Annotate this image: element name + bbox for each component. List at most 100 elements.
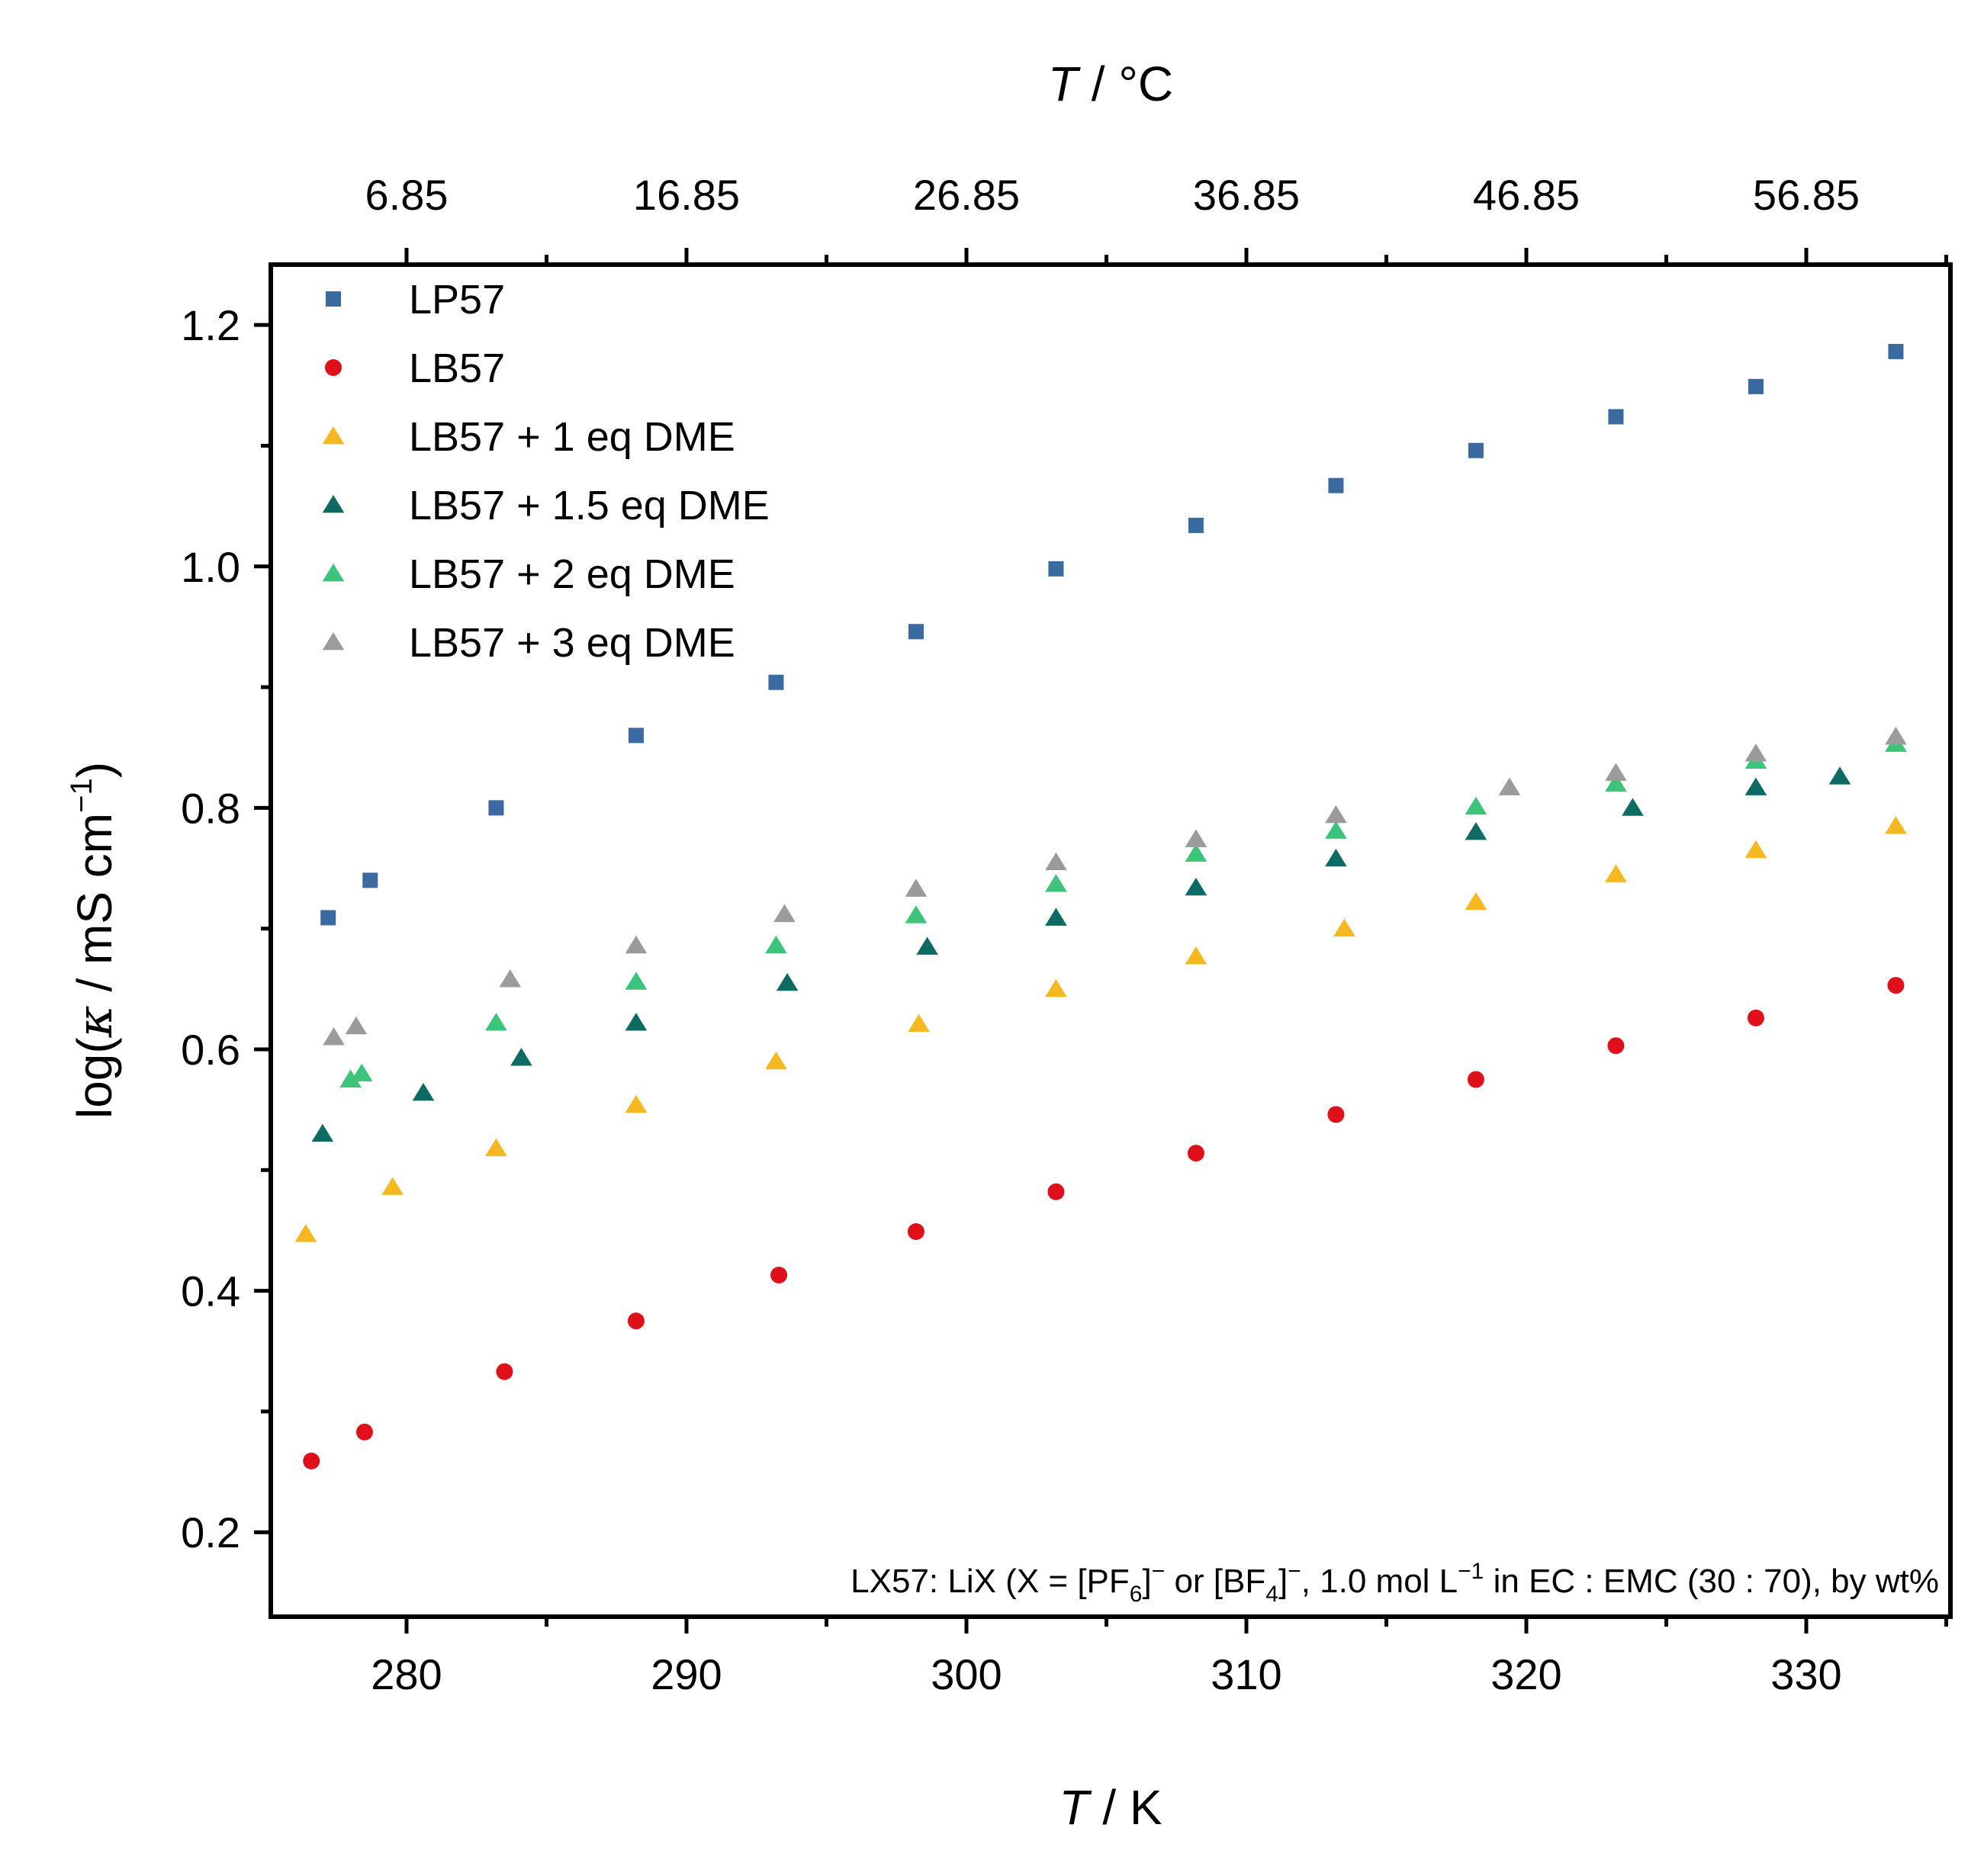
y-tick-label: 0.2 [181, 1508, 240, 1556]
data-point [303, 1452, 320, 1470]
y-tick-label: 1.2 [181, 301, 240, 349]
data-point [1605, 763, 1627, 781]
data-point [381, 1177, 404, 1195]
data-point [627, 1312, 645, 1330]
data-point [1828, 766, 1851, 785]
data-point [770, 1267, 788, 1284]
data-point [1185, 877, 1207, 896]
data-point [320, 910, 336, 926]
x-tick-label: 280 [371, 1650, 442, 1698]
x-tick-label: 330 [1770, 1650, 1841, 1698]
data-point [1328, 477, 1344, 493]
legend-marker [326, 291, 341, 307]
data-point [510, 1048, 532, 1066]
data-point [1045, 978, 1067, 997]
data-point [1888, 343, 1904, 359]
legend-label: LB57 + 1 eq DME [409, 414, 735, 460]
data-point [362, 872, 378, 888]
data-point [907, 1223, 924, 1241]
data-point [916, 936, 938, 955]
data-point [1468, 442, 1484, 458]
data-point [908, 624, 924, 640]
data-point [488, 800, 504, 816]
plot-frame [268, 262, 1953, 1619]
data-point [496, 1363, 513, 1380]
data-point [1333, 918, 1355, 937]
series-5 [323, 726, 1907, 1046]
data-point [625, 1013, 648, 1031]
data-point [625, 972, 648, 990]
x2-tick-label: 26.85 [913, 171, 1020, 219]
data-point [765, 1051, 787, 1070]
data-point [1325, 805, 1347, 824]
legend-label: LB57 + 3 eq DME [409, 620, 735, 666]
series-0 [320, 343, 1904, 926]
x-tick-label: 320 [1490, 1650, 1561, 1698]
y-tick-label: 0.8 [181, 784, 240, 832]
data-point [339, 1069, 362, 1087]
data-point [773, 904, 796, 923]
legend-marker [322, 495, 345, 513]
data-point [1185, 946, 1207, 965]
data-point [1744, 744, 1767, 762]
series-3 [311, 766, 1851, 1142]
data-point [1047, 1183, 1065, 1200]
x2-tick-label: 56.85 [1753, 171, 1860, 219]
data-point [323, 1027, 345, 1046]
data-point [1325, 821, 1347, 839]
legend-label: LP57 [409, 277, 505, 323]
y-axis-ticks: 0.2 0.4 0.6 0.8 1.0 1.2 [181, 301, 271, 1556]
data-point [768, 674, 784, 690]
data-point [1885, 816, 1907, 834]
data-point [294, 1224, 317, 1242]
data-point [1498, 777, 1521, 795]
data-point [311, 1123, 334, 1142]
data-point [625, 935, 648, 954]
series-2 [294, 816, 1907, 1242]
x2-tick-label: 46.85 [1473, 171, 1580, 219]
data-point [1622, 798, 1644, 816]
legend-label: LB57 + 2 eq DME [409, 551, 735, 597]
x-axis-ticks: 280 290 300 310 320 330 [371, 1617, 1948, 1698]
legend-label: LB57 + 1.5 eq DME [409, 483, 770, 528]
legend-label: LB57 [409, 345, 505, 391]
y-tick-label: 0.6 [181, 1026, 240, 1074]
data-point [1325, 848, 1347, 867]
data-point [905, 905, 928, 924]
data-point [499, 969, 522, 988]
data-point [1747, 1009, 1764, 1026]
x-tick-label: 290 [651, 1650, 722, 1698]
data-point [908, 1013, 930, 1033]
x-tick-label: 310 [1211, 1650, 1281, 1698]
data-point [1467, 1071, 1484, 1088]
data-point [1185, 829, 1207, 847]
x2-axis-ticks: 6.85 16.85 26.85 36.85 46.85 56.85 [365, 171, 1948, 265]
data-point [1048, 561, 1064, 577]
data-point [1045, 852, 1067, 871]
legend-marker [322, 632, 345, 650]
data-point [1465, 891, 1487, 911]
data-point [345, 1016, 368, 1035]
data-point [1465, 796, 1487, 815]
data-point [1608, 409, 1624, 425]
data-point [1465, 822, 1487, 840]
annotation-text: LX57: LiX (X = [PF6]− or [BF4]−, 1.0 mol… [851, 1559, 1939, 1607]
data-point [1607, 1037, 1625, 1055]
data-point [1748, 378, 1764, 394]
legend-marker [322, 564, 345, 582]
y-tick-label: 0.4 [181, 1267, 240, 1315]
x-axis-title: T / K [1059, 1780, 1162, 1835]
legend-marker [322, 426, 345, 445]
data-point [1887, 977, 1905, 994]
x2-tick-label: 16.85 [633, 171, 740, 219]
data-point [625, 1094, 648, 1113]
series-4 [339, 734, 1907, 1087]
data-point [1185, 843, 1207, 862]
data-point [1885, 726, 1907, 745]
data-point [1045, 874, 1067, 892]
x2-tick-label: 6.85 [365, 171, 448, 219]
data-point [1045, 907, 1067, 926]
series-1 [303, 977, 1905, 1470]
legend: LP57 LB57 LB57 + 1 eq DME LB57 + 1.5 eq DME… [322, 277, 770, 666]
